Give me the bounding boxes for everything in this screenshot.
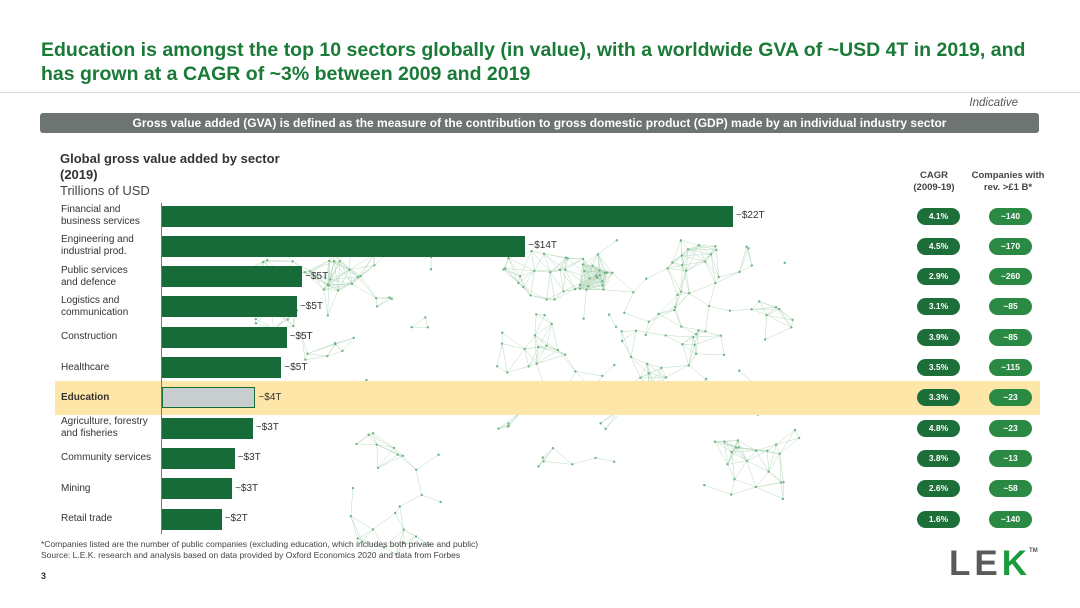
cagr-pill: 3.5% [917,359,960,376]
cagr-pill: 3.1% [917,298,960,316]
chart-title-line-2: (2019) [60,167,98,182]
category-label: Agriculture, forestry and fisheries [61,416,148,440]
logo-trademark: TM [1029,548,1038,554]
bar [162,417,253,439]
companies-header-line-2: rev. >£1 B* [983,182,1033,193]
value-label: ~$22T [736,210,765,221]
category-label: Mining [61,482,91,494]
category-label: Public services and defence [61,264,128,288]
slide-title: Education is amongst the top 10 sectors … [41,39,1026,85]
category-label: Healthcare [61,361,110,373]
gva-definition-banner: Gross value added (GVA) is defined as th… [40,113,1039,133]
companies-pill: ~140 [989,510,1032,528]
chart-title: Global gross value added by sector (2019… [60,151,280,183]
companies-pill: ~115 [989,359,1032,376]
cagr-pill: 4.8% [917,419,960,437]
bar [162,357,282,378]
value-label: ~$3T [235,482,259,494]
category-label: Education [61,391,110,403]
logo-letter-k: K [1001,544,1032,583]
chart-unit: Trillions of USD [60,183,150,198]
cagr-pill: 3.9% [917,328,960,346]
value-label: ~$4T [258,391,282,403]
companies-pill: ~13 [989,449,1032,467]
value-label: ~$2T [224,513,248,524]
cagr-pill: 2.6% [917,480,960,498]
chart-axis-line [161,203,162,534]
value-label: ~$3T [237,452,261,464]
value-label: ~$5T [299,300,324,312]
cagr-header-line-1: CAGR [920,170,948,181]
companies-header-line-1: Companies with [971,170,1045,181]
companies-pill: ~170 [989,237,1032,255]
bar [162,235,526,257]
chart-title-line-1: Global gross value added by sector [60,151,280,166]
category-label: Engineering and industrial prod. [61,234,134,258]
value-label: ~$5T [305,270,329,282]
companies-pill: ~23 [989,389,1032,407]
companies-pill: ~23 [989,419,1032,437]
companies-pill: ~58 [989,480,1032,498]
value-label: ~$14T [528,240,557,252]
category-label: Financial and business services [61,204,140,227]
category-label: Logistics and communication [61,294,129,318]
lek-logo: L E K TM [949,544,1038,583]
map-network [240,239,801,556]
cagr-header-line-2: (2009-19) [913,182,955,193]
cagr-column-header: CAGR (2009-19) [908,170,960,194]
category-label: Construction [61,331,118,343]
bar [162,387,256,409]
source-note: Source: L.E.K. research and analysis bas… [41,550,461,560]
category-label: Community services [61,452,152,464]
logo-letter-e: E [974,544,1002,583]
value-label: ~$3T [255,422,279,434]
bar [162,478,233,500]
cagr-pill: 2.9% [917,268,960,286]
cagr-pill: 3.8% [917,449,960,467]
companies-pill: ~260 [989,268,1032,286]
companies-pill: ~85 [989,298,1032,316]
page-number: 3 [41,571,47,581]
cagr-pill: 4.5% [917,237,960,255]
logo-letter-l: L [949,544,975,583]
companies-column-header: Companies with rev. >£1 B* [962,170,1054,194]
cagr-pill: 1.6% [917,510,960,528]
bar [162,205,733,227]
title-divider [0,92,1080,93]
bar [162,296,297,318]
value-label: ~$5T [284,361,308,373]
companies-pill: ~140 [989,207,1032,225]
bar [162,266,303,288]
value-label: ~$5T [289,331,313,343]
companies-pill: ~85 [989,328,1032,346]
bar [162,326,287,348]
companies-footnote: *Companies listed are the number of publ… [41,539,479,549]
cagr-pill: 3.3% [917,389,960,407]
footnote: *Companies listed are the number of publ… [41,539,478,561]
bar [162,508,222,530]
category-label: Retail trade [61,513,113,524]
indicative-note: Indicative [969,97,1018,109]
cagr-pill: 4.1% [917,207,960,225]
bar [162,447,235,469]
